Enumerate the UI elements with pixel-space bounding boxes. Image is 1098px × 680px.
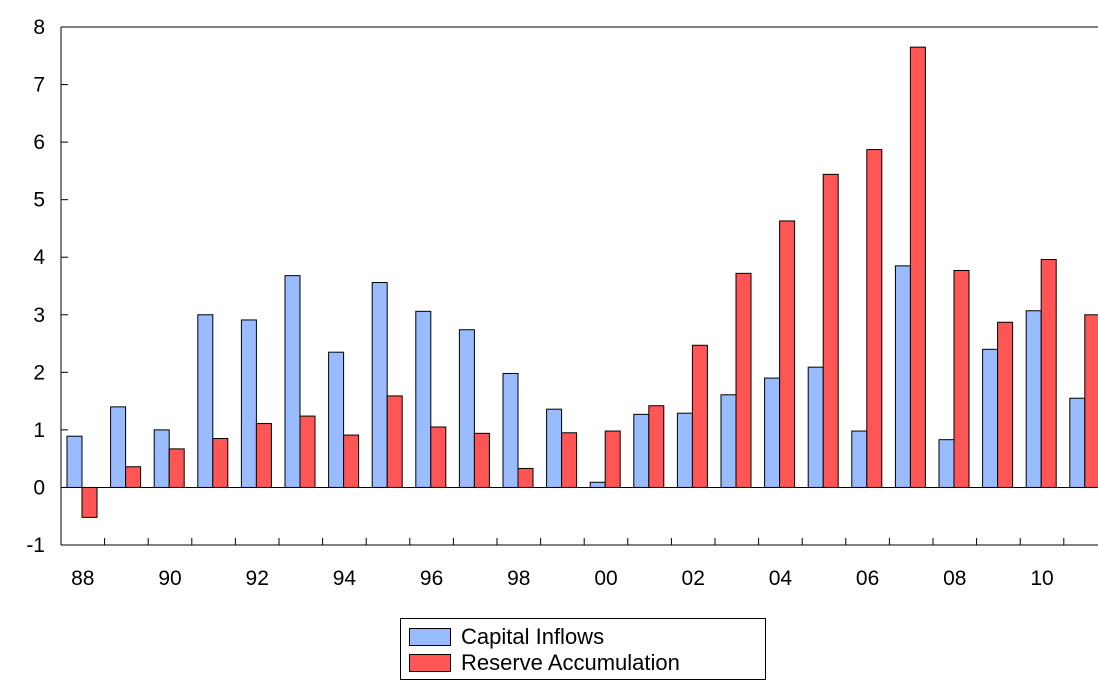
bar-reserve-accumulation-1988: [81, 486, 98, 518]
bar-reserve-accumulation-2008: [953, 269, 970, 488]
x-axis-ticks: 88 90 92 94 96 98 00 02 04 06 08 10: [60, 538, 1065, 590]
y-tick-label: -1: [26, 534, 45, 557]
x-tick-label: 92: [246, 567, 269, 590]
bar-reserve-accumulation-1992: [255, 423, 272, 488]
bar-capital-inflows-1997: [458, 329, 475, 488]
bar-capital-inflows-2006: [851, 430, 868, 488]
x-tick-label: 88: [71, 567, 94, 590]
x-tick-label: 06: [856, 567, 879, 590]
bar-capital-inflows-2004: [764, 377, 781, 488]
x-tick-label: 08: [943, 567, 966, 590]
bar-reserve-accumulation-1993: [299, 415, 316, 488]
y-tick-label: 3: [33, 304, 45, 327]
axes-group: [60, 26, 1098, 546]
bar-capital-inflows-1990: [153, 429, 170, 488]
bar-capital-inflows-1988: [66, 435, 83, 488]
legend-swatch-reserve-accumulation: [409, 654, 451, 672]
legend-swatch-capital-inflows: [409, 628, 451, 646]
y-tick-label: 6: [33, 131, 45, 154]
x-tick-label: 96: [420, 567, 443, 590]
legend-item-reserve-accumulation: Reserve Accumulation: [409, 650, 680, 675]
bar-reserve-accumulation-2002: [691, 344, 708, 488]
legend-label-capital-inflows: Capital Inflows: [461, 624, 605, 649]
x-tick-label: 10: [1030, 567, 1053, 590]
bar-reserve-accumulation-1997: [473, 432, 490, 488]
y-tick-label: 7: [33, 74, 45, 97]
bar-reserve-accumulation-2010: [1040, 259, 1057, 488]
bar-reserve-accumulation-1999: [561, 432, 578, 488]
legend-label-reserve-accumulation: Reserve Accumulation: [461, 650, 680, 675]
bar-capital-inflows-1992: [240, 319, 257, 488]
y-tick-label: 0: [33, 476, 45, 499]
y-tick-label: 8: [33, 16, 45, 39]
bar-capital-inflows-1989: [110, 406, 127, 488]
bar-reserve-accumulation-1996: [430, 426, 447, 488]
x-tick-label: 04: [769, 567, 793, 590]
bars-group: [66, 46, 1098, 518]
bar-reserve-accumulation-2011: [1084, 314, 1098, 488]
bar-capital-inflows-2010: [1025, 310, 1042, 488]
bar-capital-inflows-1999: [546, 408, 563, 488]
bar-reserve-accumulation-2006: [866, 149, 883, 488]
bar-capital-inflows-1993: [284, 275, 301, 488]
bar-reserve-accumulation-1994: [343, 434, 360, 488]
legend: Capital Inflows Reserve Accumulation: [400, 618, 766, 680]
y-axis-ticks: -1 0 1 2 3 4 5 6 7 8: [26, 16, 68, 557]
y-tick-label: 5: [33, 189, 45, 212]
bar-capital-inflows-1996: [415, 310, 432, 488]
bar-reserve-accumulation-2009: [997, 321, 1014, 488]
bar-reserve-accumulation-2000: [604, 430, 621, 488]
y-tick-label: 1: [33, 419, 45, 442]
bar-capital-inflows-1994: [328, 351, 345, 488]
bar-reserve-accumulation-2001: [648, 405, 665, 488]
bar-capital-inflows-2009: [982, 348, 999, 488]
bar-capital-inflows-1995: [371, 282, 388, 488]
bar-capital-inflows-2000: [589, 481, 606, 488]
bar-capital-inflows-1998: [502, 372, 519, 488]
bar-capital-inflows-2008: [938, 439, 955, 488]
bar-reserve-accumulation-2004: [779, 220, 796, 488]
bar-capital-inflows-2011: [1069, 397, 1086, 488]
x-tick-label: 94: [333, 567, 357, 590]
bar-capital-inflows-2002: [676, 412, 693, 488]
bar-reserve-accumulation-1998: [517, 467, 534, 488]
x-tick-label: 90: [158, 567, 181, 590]
bar-chart: -1 0 1 2 3 4 5 6 7 8 88 90 92 94 96 98 00 02 04 06 08 10: [26, 16, 1098, 590]
bar-reserve-accumulation-2003: [735, 272, 752, 488]
y-tick-label: 4: [33, 246, 45, 269]
bar-capital-inflows-2001: [633, 413, 650, 488]
bar-reserve-accumulation-1990: [168, 448, 185, 488]
legend-item-capital-inflows: Capital Inflows: [409, 624, 605, 649]
bar-capital-inflows-1991: [197, 314, 214, 488]
bar-reserve-accumulation-2007: [909, 46, 926, 488]
bar-reserve-accumulation-1989: [125, 466, 142, 488]
y-tick-label: 2: [33, 361, 45, 384]
bar-reserve-accumulation-2005: [822, 173, 839, 488]
x-tick-label: 98: [507, 567, 530, 590]
bar-reserve-accumulation-1995: [386, 395, 403, 488]
x-tick-label: 02: [682, 567, 705, 590]
bar-capital-inflows-2003: [720, 394, 737, 488]
x-tick-label: 00: [594, 567, 617, 590]
bar-reserve-accumulation-1991: [212, 438, 229, 488]
bar-capital-inflows-2007: [894, 265, 911, 488]
bar-capital-inflows-2005: [807, 366, 824, 488]
